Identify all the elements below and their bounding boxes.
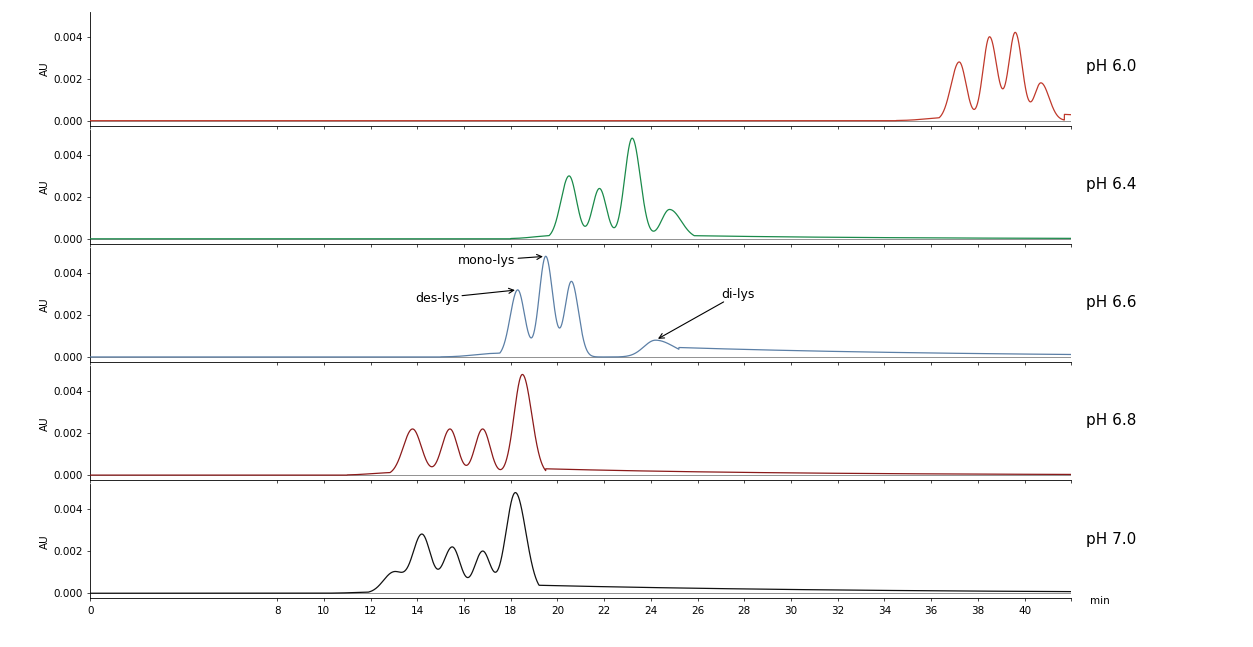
Text: mono-lys: mono-lys: [459, 254, 541, 267]
Text: des-lys: des-lys: [415, 289, 514, 305]
Text: pH 6.4: pH 6.4: [1086, 177, 1136, 192]
Y-axis label: AU: AU: [40, 298, 50, 313]
Y-axis label: AU: AU: [40, 180, 50, 194]
Text: pH 6.0: pH 6.0: [1086, 59, 1136, 74]
Y-axis label: AU: AU: [40, 61, 50, 76]
Y-axis label: AU: AU: [40, 534, 50, 549]
Text: pH 6.6: pH 6.6: [1086, 295, 1136, 311]
Text: min: min: [1090, 596, 1110, 606]
Text: di-lys: di-lys: [659, 287, 754, 338]
Text: pH 7.0: pH 7.0: [1086, 532, 1136, 547]
Y-axis label: AU: AU: [40, 416, 50, 430]
Text: pH 6.8: pH 6.8: [1086, 413, 1136, 428]
